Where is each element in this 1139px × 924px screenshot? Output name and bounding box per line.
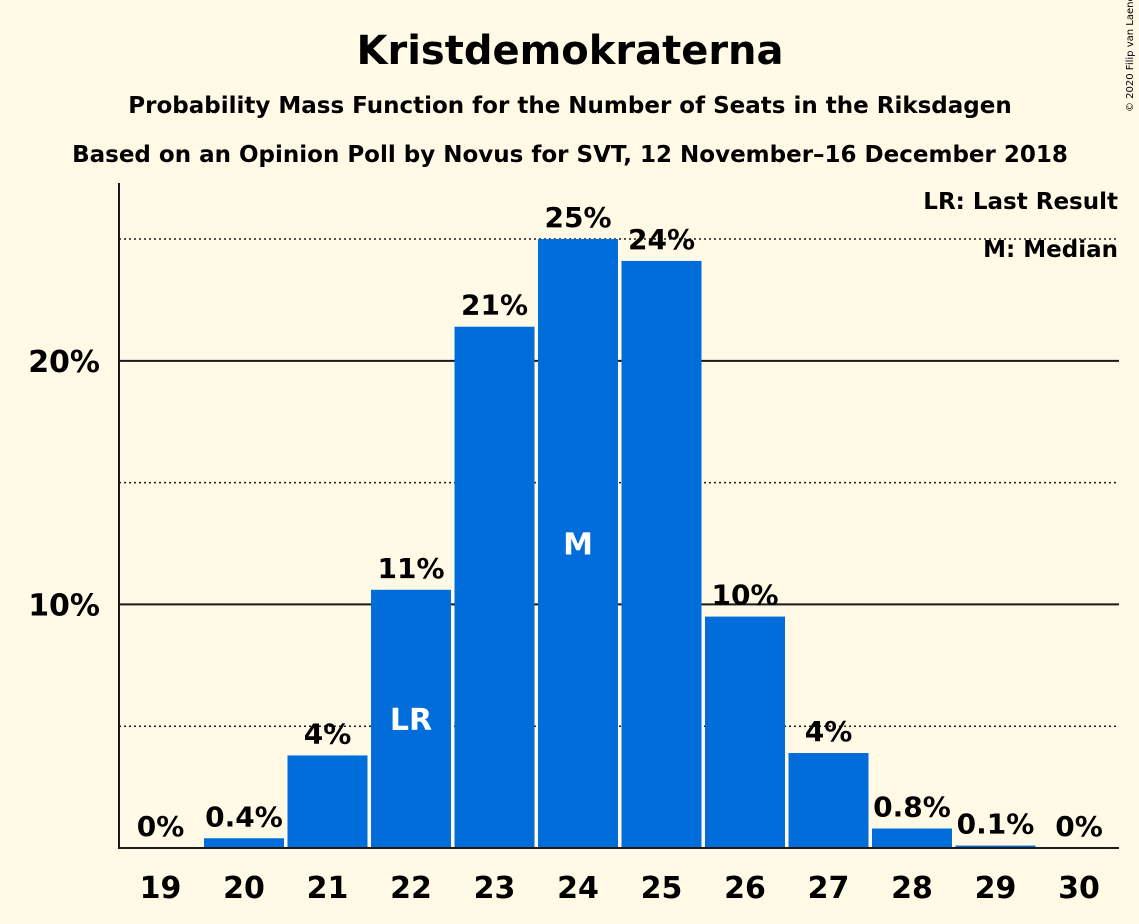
x-tick-26: 26 bbox=[724, 871, 766, 906]
bar-seats-29 bbox=[955, 845, 1036, 848]
y-tick-20: 20% bbox=[28, 345, 100, 380]
value-label-21: 4% bbox=[304, 717, 352, 750]
bar-seats-23 bbox=[454, 326, 535, 848]
x-tick-20: 20 bbox=[223, 871, 265, 906]
x-tick-28: 28 bbox=[891, 871, 933, 906]
bar-marker-m: M bbox=[563, 528, 593, 563]
bar-seats-27 bbox=[788, 753, 869, 848]
value-label-20: 0.4% bbox=[205, 800, 283, 833]
x-tick-22: 22 bbox=[390, 871, 432, 906]
gridlines bbox=[119, 238, 1119, 727]
value-label-26: 10% bbox=[711, 579, 778, 612]
x-tick-24: 24 bbox=[557, 871, 599, 906]
value-label-23: 21% bbox=[461, 289, 528, 322]
bars bbox=[204, 239, 1036, 848]
x-tick-21: 21 bbox=[307, 871, 349, 906]
legend-last-result: LR: Last Result bbox=[923, 189, 1118, 215]
chart-subtitle: Probability Mass Function for the Number… bbox=[128, 93, 1011, 119]
x-tick-25: 25 bbox=[641, 871, 683, 906]
value-label-27: 4% bbox=[805, 715, 853, 748]
value-label-28: 0.8% bbox=[873, 791, 951, 824]
x-tick-19: 19 bbox=[140, 871, 182, 906]
value-label-29: 0.1% bbox=[957, 808, 1035, 841]
y-tick-10: 10% bbox=[28, 588, 100, 623]
legend-median: M: Median bbox=[983, 237, 1118, 263]
y-tick-labels: 10% 20% bbox=[28, 345, 100, 624]
x-tick-27: 27 bbox=[808, 871, 850, 906]
bar-seats-26 bbox=[705, 616, 785, 848]
copyright-notice: © 2020 Filip van Laenen bbox=[1125, 0, 1136, 112]
x-tick-labels: 19 20 21 22 23 24 25 26 27 28 29 30 bbox=[140, 871, 1100, 906]
bar-seats-24 bbox=[538, 239, 618, 848]
bar-marker-lr: LR bbox=[390, 703, 432, 738]
bar-seats-20 bbox=[204, 838, 284, 848]
value-labels: 0% 0.4% 4% 11% LR 21% 25% M 24% 10% 4% 0.8%0.1% 0% bbox=[137, 201, 1103, 843]
x-tick-29: 29 bbox=[975, 871, 1017, 906]
value-label-22: 11% bbox=[377, 552, 444, 585]
value-label-25: 24% bbox=[628, 223, 695, 256]
value-label-30: 0% bbox=[1055, 810, 1103, 843]
chart-title: Kristdemokraterna bbox=[356, 28, 783, 74]
x-tick-30: 30 bbox=[1058, 871, 1100, 906]
bar-seats-25 bbox=[621, 260, 702, 848]
x-tick-23: 23 bbox=[474, 871, 516, 906]
bar-seats-22 bbox=[371, 589, 451, 848]
bar-seats-21 bbox=[287, 755, 368, 848]
value-label-19: 0% bbox=[137, 810, 185, 843]
bar-seats-28 bbox=[872, 828, 952, 848]
value-label-24: 25% bbox=[544, 201, 611, 234]
chart-subtitle-source: Based on an Opinion Poll by Novus for SV… bbox=[72, 142, 1068, 168]
